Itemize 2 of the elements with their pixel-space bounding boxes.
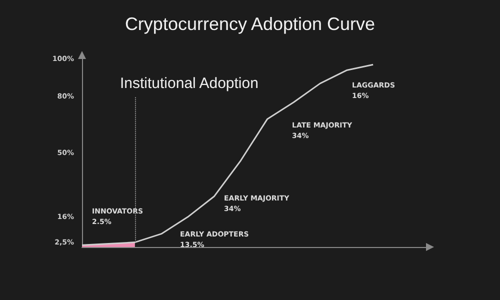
- annotation: Institutional Adoption: [120, 74, 258, 92]
- chart-title: Cryptocurrency Adoption Curve: [124, 14, 376, 34]
